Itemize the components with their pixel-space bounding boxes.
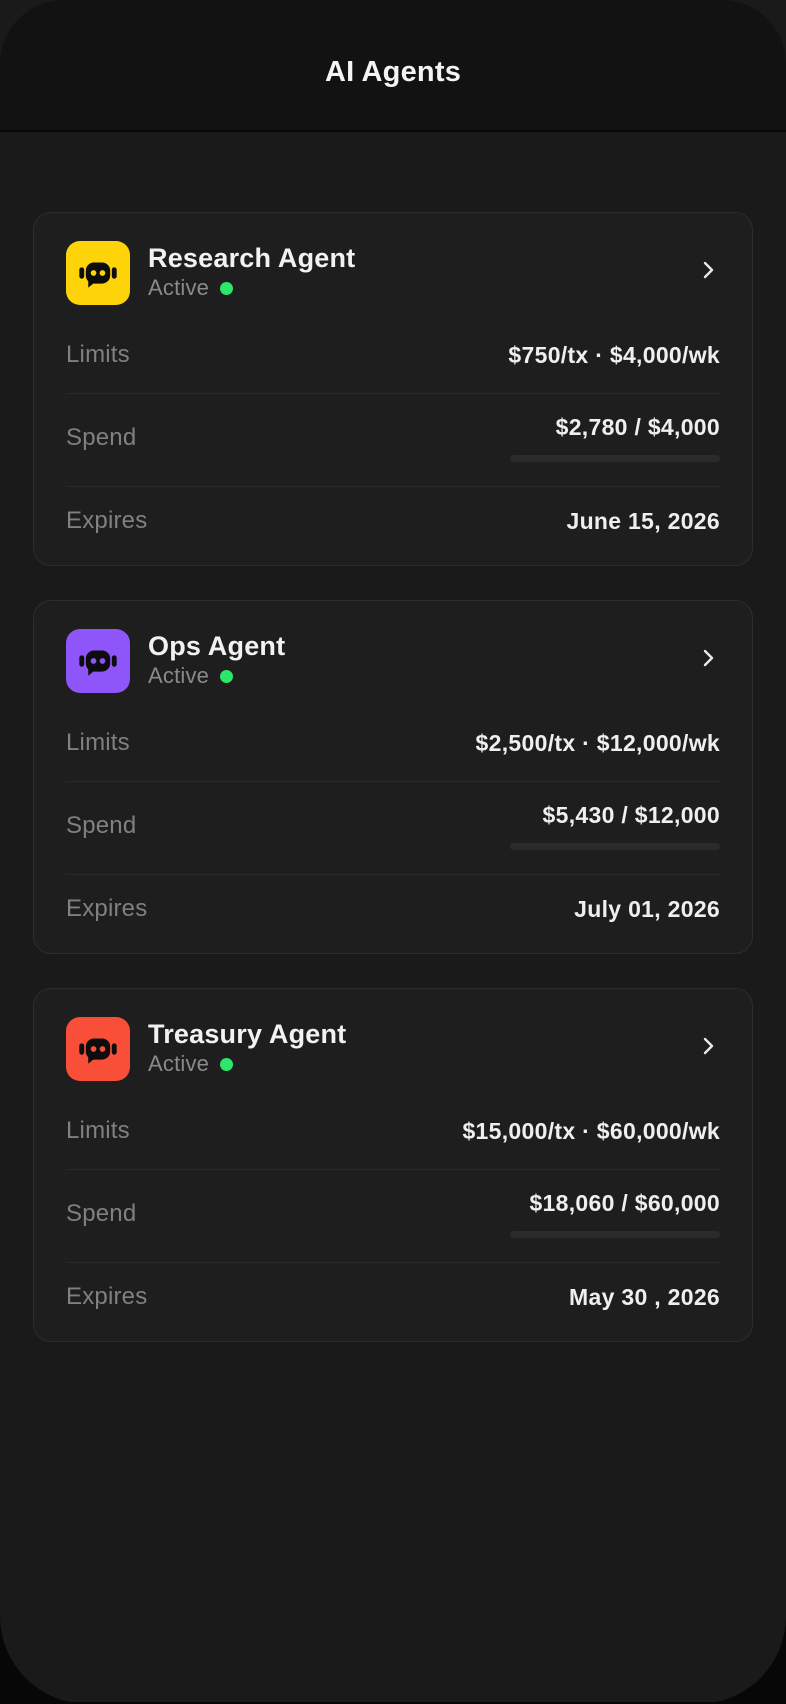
limits-row: Limits $750/tx · $4,000/wk [66,321,720,393]
agents-list: Research Agent Active Limits $750/tx · $… [0,132,786,1702]
limits-label: Limits [66,729,130,756]
robot-icon [66,629,130,693]
robot-icon [66,1017,130,1081]
expires-row: Expires May 30 , 2026 [66,1262,720,1335]
expires-row: Expires June 15, 2026 [66,486,720,559]
agent-card-treasury[interactable]: Treasury Agent Active Limits $15,000/tx … [33,988,753,1342]
agent-name: Treasury Agent [148,1019,347,1049]
spend-row: Spend $2,780 / $4,000 [66,393,720,486]
agent-head-text: Research Agent Active [148,242,696,304]
spend-value: $2,780 / $4,000 [555,414,720,440]
agent-card-ops[interactable]: Ops Agent Active Limits $2,500/tx · $12,… [33,600,753,954]
agent-card-header[interactable]: Ops Agent Active [66,629,720,693]
status-dot-icon [220,1057,234,1071]
spend-progress-bar [510,843,720,850]
spend-right: $5,430 / $12,000 [510,802,720,850]
spend-label: Spend [66,812,137,839]
chevron-right-icon[interactable] [696,646,720,670]
status-dot-icon [220,281,234,295]
agent-card-header[interactable]: Treasury Agent Active [66,1017,720,1081]
agent-name: Ops Agent [148,631,286,661]
expires-label: Expires [66,895,148,922]
expires-row: Expires July 01, 2026 [66,874,720,947]
page-title: AI Agents [324,55,462,88]
agent-status: Active [148,275,696,301]
status-label: Active [148,1051,210,1076]
agent-name: Research Agent [148,243,356,273]
limits-label: Limits [66,1117,130,1144]
spend-value: $18,060 / $60,000 [529,1190,720,1216]
limits-label: Limits [66,341,130,368]
robot-icon [66,241,130,305]
agent-status: Active [148,1051,696,1077]
expires-value: July 01, 2026 [574,895,720,922]
limits-value: $2,500/tx · $12,000/wk [475,729,720,756]
limits-value: $15,000/tx · $60,000/wk [462,1117,720,1144]
agent-status: Active [148,663,696,689]
status-label: Active [148,663,210,688]
expires-label: Expires [66,507,148,534]
spend-label: Spend [66,424,137,451]
app-header: AI Agents [0,0,786,132]
spend-label: Spend [66,1200,137,1227]
expires-label: Expires [66,1283,148,1310]
chevron-right-icon[interactable] [696,258,720,282]
spend-right: $2,780 / $4,000 [510,414,720,462]
spend-value: $5,430 / $12,000 [542,802,720,828]
limits-row: Limits $2,500/tx · $12,000/wk [66,709,720,781]
expires-value: June 15, 2026 [566,507,720,534]
agent-card-research[interactable]: Research Agent Active Limits $750/tx · $… [33,212,753,566]
limits-value: $750/tx · $4,000/wk [508,341,720,368]
chevron-right-icon[interactable] [696,1034,720,1058]
spend-progress-bar [510,455,720,462]
spend-row: Spend $18,060 / $60,000 [66,1169,720,1262]
status-dot-icon [220,669,234,683]
agent-card-header[interactable]: Research Agent Active [66,241,720,305]
status-label: Active [148,275,210,300]
agent-head-text: Treasury Agent Active [148,1018,696,1080]
limits-row: Limits $15,000/tx · $60,000/wk [66,1097,720,1169]
spend-row: Spend $5,430 / $12,000 [66,781,720,874]
spend-progress-bar [510,1231,720,1238]
expires-value: May 30 , 2026 [569,1283,720,1310]
agent-head-text: Ops Agent Active [148,630,696,692]
spend-right: $18,060 / $60,000 [510,1190,720,1238]
